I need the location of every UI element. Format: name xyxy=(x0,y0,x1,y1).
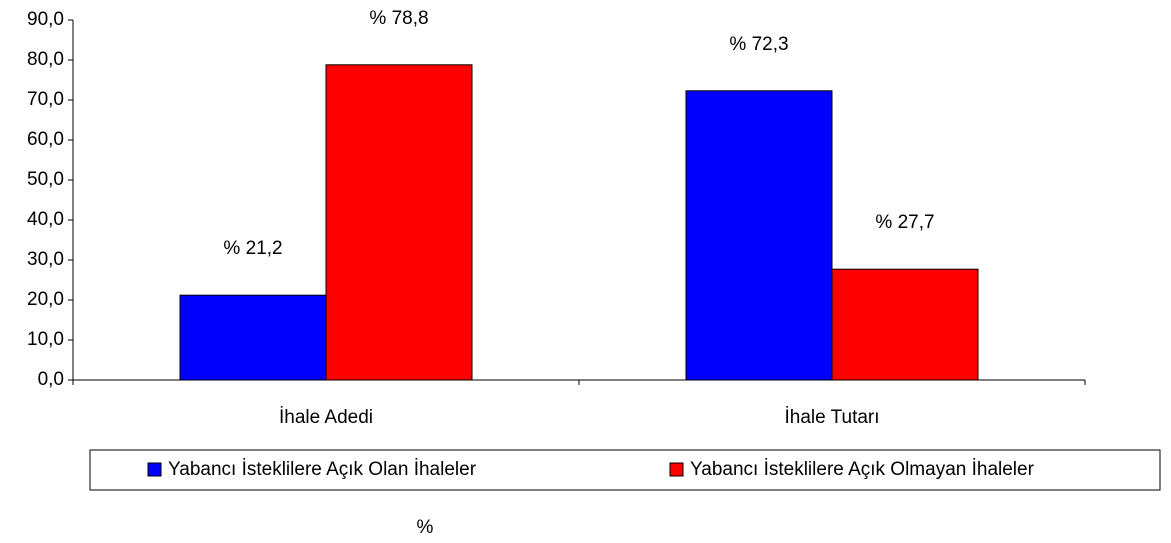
legend-swatch xyxy=(669,462,684,477)
y-tick-label: 50,0 xyxy=(27,169,64,190)
y-axis-label: % xyxy=(417,517,434,538)
bar xyxy=(325,64,473,381)
data-label: % 72,3 xyxy=(729,34,788,55)
y-tick-label: 30,0 xyxy=(27,249,64,270)
data-label: % 78,8 xyxy=(369,8,428,29)
legend-label: Yabancı İsteklilere Açık Olan İhaleler xyxy=(168,459,477,480)
x-tick-label: İhale Adedi xyxy=(279,407,373,428)
y-tick-label: 20,0 xyxy=(27,289,64,310)
data-label: % 27,7 xyxy=(875,212,934,233)
legend-swatch xyxy=(147,462,162,477)
y-tick-label: 10,0 xyxy=(27,329,64,350)
bar xyxy=(831,268,979,381)
x-tick-label: İhale Tutarı xyxy=(784,407,879,428)
bar xyxy=(685,90,833,381)
bar xyxy=(179,294,327,381)
y-tick-label: 60,0 xyxy=(27,129,64,150)
y-tick-label: 70,0 xyxy=(27,89,64,110)
y-tick-label: 0,0 xyxy=(38,369,64,390)
legend-label: Yabancı İsteklilere Açık Olmayan İhalele… xyxy=(690,459,1035,480)
y-tick-label: 80,0 xyxy=(27,49,64,70)
data-label: % 21,2 xyxy=(223,238,282,259)
y-tick-label: 40,0 xyxy=(27,209,64,230)
y-tick-label: 90,0 xyxy=(27,9,64,30)
legend-box xyxy=(89,449,1161,491)
